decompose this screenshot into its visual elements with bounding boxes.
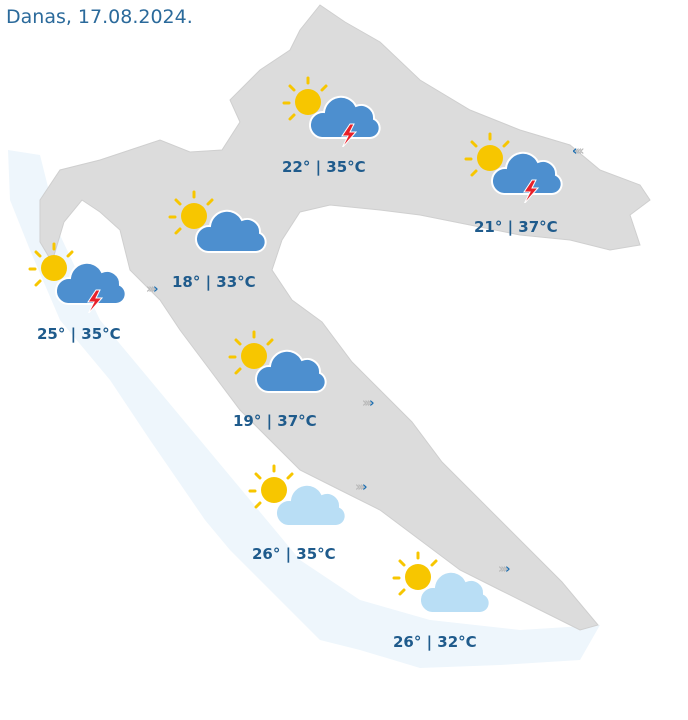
sun-cloud-thunder-icon bbox=[282, 72, 382, 147]
sun-light-cloud-icon bbox=[248, 460, 348, 535]
sun-light-cloud-icon bbox=[392, 547, 492, 622]
wind-arrow-right-icon: ›››› bbox=[355, 480, 368, 495]
temperature-label: 22° | 35°C bbox=[282, 158, 366, 176]
temperature-label: 26° | 32°C bbox=[393, 633, 477, 651]
temperature-label: 21° | 37°C bbox=[474, 218, 558, 236]
temperature-label: 19° | 37°C bbox=[233, 412, 317, 430]
temperature-label: 18° | 33°C bbox=[172, 273, 256, 291]
wind-arrow-right-icon: ›››› bbox=[146, 282, 159, 297]
sun-cloud-thunder-icon bbox=[464, 128, 564, 203]
wind-arrow-left-icon: ‹‹‹‹ bbox=[572, 144, 584, 159]
sea-area bbox=[8, 150, 600, 668]
wind-arrow-right-icon: ›››› bbox=[362, 396, 375, 411]
sun-cloud-icon bbox=[228, 326, 328, 401]
sun-cloud-thunder-icon bbox=[28, 238, 128, 313]
date-title: Danas, 17.08.2024. bbox=[6, 6, 193, 28]
sun-cloud-icon bbox=[168, 186, 268, 261]
wind-arrow-right-icon: ›››› bbox=[498, 562, 511, 577]
temperature-label: 25° | 35°C bbox=[37, 325, 121, 343]
temperature-label: 26° | 35°C bbox=[252, 545, 336, 563]
